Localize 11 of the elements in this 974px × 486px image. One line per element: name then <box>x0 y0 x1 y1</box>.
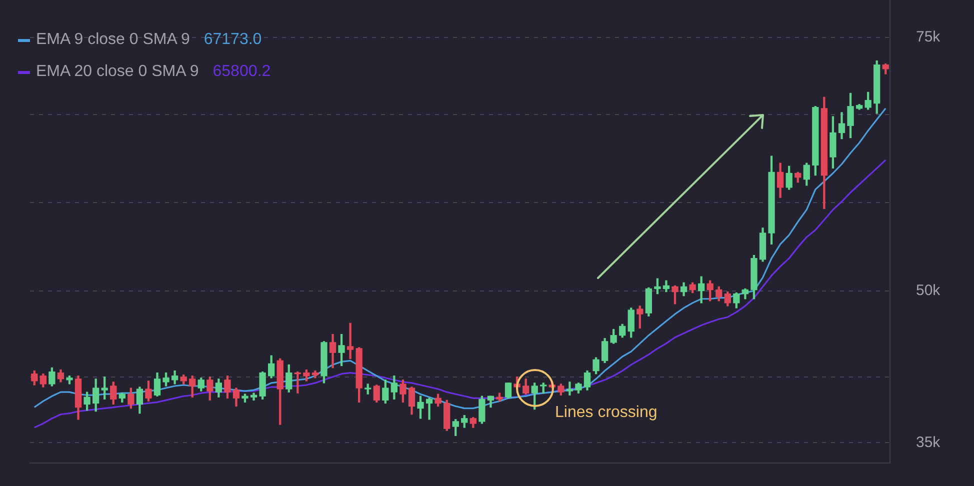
y-tick-label: 50k <box>916 282 941 299</box>
candlestick <box>346 322 354 359</box>
annotation: 67173.0 <box>204 30 262 50</box>
legend-label: EMA 9 close 0 SMA 9 <box>36 30 190 50</box>
candlestick <box>566 382 574 396</box>
y-tick-label: 75k <box>916 28 941 46</box>
annotation: 65800.2 <box>212 62 271 82</box>
legend-label: EMA 20 close 0 SMA 9 <box>36 62 199 82</box>
y-tick-label: 35k <box>916 434 941 451</box>
candlestick <box>426 398 433 420</box>
annotation: Lines crossing <box>555 404 658 422</box>
